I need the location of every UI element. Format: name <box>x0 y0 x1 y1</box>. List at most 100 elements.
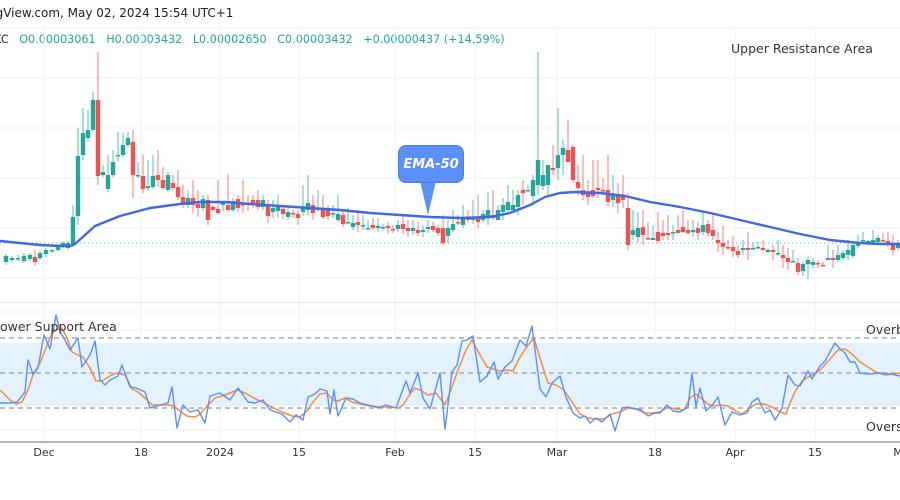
candle <box>880 233 886 242</box>
chart-title: ngView.com, May 02, 2024 15:54 UTC+1 <box>0 6 234 20</box>
chart-header: ngView.com, May 02, 2024 15:54 UTC+1 XC … <box>0 0 900 46</box>
candle <box>49 249 55 253</box>
candle <box>630 210 636 240</box>
candle <box>170 175 176 191</box>
candle <box>560 140 566 175</box>
candle <box>675 215 681 233</box>
candle <box>385 222 391 234</box>
candle <box>720 225 726 255</box>
candle <box>710 215 716 240</box>
candle <box>755 242 761 249</box>
candle <box>185 190 191 208</box>
candle <box>695 222 701 240</box>
candle <box>32 250 38 266</box>
candle <box>165 172 171 192</box>
candle <box>270 200 276 218</box>
candle <box>350 215 356 230</box>
candle <box>595 160 601 198</box>
candle <box>690 220 696 237</box>
candle <box>705 220 711 236</box>
candle <box>3 254 9 265</box>
candle <box>265 200 271 223</box>
candle <box>725 240 731 250</box>
candle <box>15 255 21 261</box>
time-axis-label: 15 <box>468 446 482 459</box>
pane-separator[interactable] <box>0 302 900 303</box>
candle <box>375 218 381 232</box>
candle <box>780 245 786 268</box>
candle <box>640 210 646 245</box>
candle <box>225 174 231 211</box>
stoch-band <box>0 343 900 406</box>
time-axis-label: 18 <box>134 446 148 459</box>
candle <box>520 180 526 205</box>
ema-50-label: EMA-50 <box>403 156 459 172</box>
candle <box>255 190 261 210</box>
candle <box>745 232 751 260</box>
time-axis-label: 15 <box>808 446 822 459</box>
candle <box>435 225 441 236</box>
time-axis-label: Feb <box>385 446 405 459</box>
candle <box>465 210 471 223</box>
candle <box>335 195 341 222</box>
candle <box>850 243 856 258</box>
candle <box>175 170 181 200</box>
candle <box>330 205 336 218</box>
candle <box>130 130 136 198</box>
candle <box>190 180 196 213</box>
candle <box>390 225 396 233</box>
time-axis-label: 18 <box>648 446 662 459</box>
candle <box>870 230 876 244</box>
candle <box>380 224 386 230</box>
candle <box>785 248 791 270</box>
candle <box>135 162 141 178</box>
candle <box>420 225 426 237</box>
ema-50-callout: EMA-50 <box>398 145 464 183</box>
time-axis-line <box>0 441 900 443</box>
candle <box>85 110 91 142</box>
candle <box>635 212 641 243</box>
footer-blank <box>0 467 900 500</box>
candle <box>360 215 366 230</box>
candle <box>365 220 371 230</box>
candle <box>475 195 481 228</box>
price-pane[interactable] <box>0 52 900 279</box>
candle <box>505 185 511 212</box>
stochastic-pane[interactable] <box>0 314 900 432</box>
candle <box>665 215 671 240</box>
time-axis-label: Mar <box>546 446 568 459</box>
candle <box>215 180 221 215</box>
candle <box>715 232 721 252</box>
candle <box>150 155 156 189</box>
symbol-label[interactable]: XC <box>0 33 9 46</box>
overbought-label: Overb <box>866 322 900 337</box>
candle <box>555 108 561 180</box>
candle <box>145 160 151 191</box>
candle <box>205 195 211 225</box>
candle <box>845 240 851 260</box>
candle <box>840 250 846 260</box>
candle <box>210 205 216 211</box>
candle <box>570 145 576 183</box>
ohlc-legend: XC O0.00003061 H0.00003432 L0.00002650 C… <box>0 33 512 46</box>
candle <box>370 218 376 230</box>
candle <box>240 180 246 213</box>
candle <box>450 210 456 232</box>
candle <box>195 190 201 217</box>
candle <box>260 195 266 210</box>
candle <box>290 210 296 218</box>
low-value: L0.00002650 <box>192 33 267 46</box>
candle <box>75 128 81 225</box>
candle <box>155 150 161 187</box>
candle <box>605 155 611 206</box>
candle <box>495 205 501 220</box>
candle <box>340 210 346 227</box>
candle <box>21 253 27 263</box>
candle <box>620 175 626 208</box>
change-value: +0.00000437 (+14.59%) <box>363 33 505 46</box>
candle <box>110 150 116 177</box>
candle <box>650 225 656 240</box>
candle <box>830 250 836 268</box>
candle <box>320 195 326 219</box>
